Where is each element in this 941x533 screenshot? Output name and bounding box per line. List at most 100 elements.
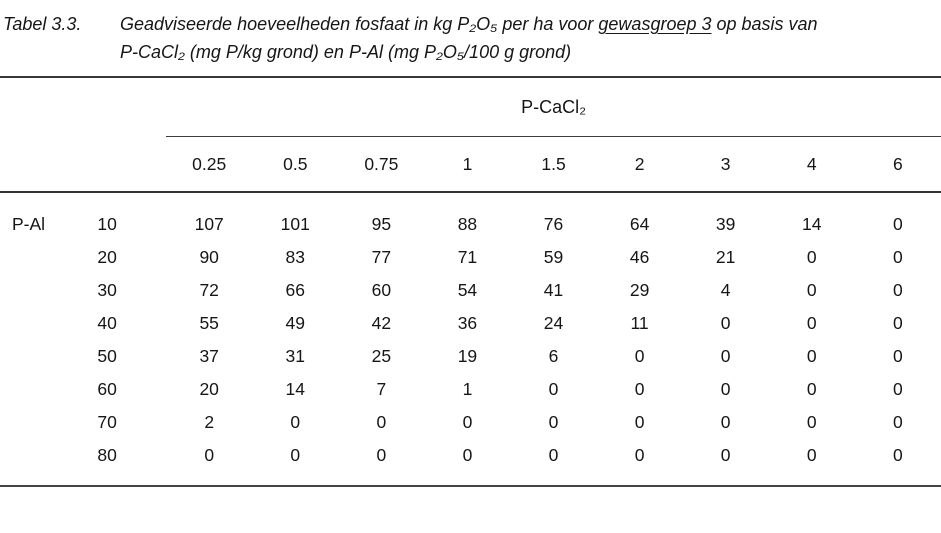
cell-value: 0 xyxy=(720,379,731,399)
cell-value: 90 xyxy=(199,247,219,267)
col-header-0.5: 0.5 xyxy=(252,136,339,193)
cell-value: 6 xyxy=(548,346,559,366)
cell-value: 0 xyxy=(893,214,903,234)
cell-value: 0 xyxy=(720,412,731,432)
cell-value: 0 xyxy=(768,439,855,487)
group-header-row: P-CaCl₂ xyxy=(0,77,941,137)
row-spacer xyxy=(146,307,166,340)
row-spacer xyxy=(146,439,167,487)
cell-value: 77 xyxy=(371,247,392,267)
row-header-30: 30 xyxy=(97,280,117,300)
cell-value: 0 xyxy=(893,412,903,432)
table-row: 50 37 31 25 19 6 0 0 0 0 xyxy=(0,340,941,373)
cell-value: 95 xyxy=(371,214,392,234)
cell-value: 4 xyxy=(720,280,731,300)
caption-line1-pre: Geadviseerde hoeveelheden fosfaat in kg … xyxy=(120,14,599,34)
cell-value: 14 xyxy=(285,379,305,399)
cell-value: 0 xyxy=(424,439,511,487)
cell-value: 0 xyxy=(338,439,425,487)
col-header-2: 2 xyxy=(596,136,683,193)
cell-value: 25 xyxy=(371,346,392,366)
cell-value: 83 xyxy=(285,247,305,267)
col-header-6: 6 xyxy=(854,136,941,193)
cell-value: 72 xyxy=(199,280,219,300)
cell-value: 39 xyxy=(715,214,736,234)
cell-value: 0 xyxy=(634,346,645,366)
row-header-40: 40 xyxy=(97,313,117,333)
cell-value: 0 xyxy=(893,247,903,267)
cell-value: 14 xyxy=(802,214,822,234)
cell-value: 66 xyxy=(285,280,305,300)
cell-value: 88 xyxy=(457,214,478,234)
cell-value: 37 xyxy=(199,346,219,366)
table-caption-text: Geadviseerde hoeveelheden fosfaat in kg … xyxy=(120,10,933,66)
cell-value: 0 xyxy=(806,313,817,333)
table-row: 20 90 83 77 71 59 46 21 0 0 xyxy=(0,241,941,274)
cell-value: 0 xyxy=(893,280,903,300)
cell-value: 1 xyxy=(462,379,473,399)
table-row: P-Al 10 107 101 95 88 76 64 39 14 0 xyxy=(0,192,941,241)
cell-value: 0 xyxy=(806,280,817,300)
cell-value: 20 xyxy=(199,379,219,399)
cell-value: 0 xyxy=(806,379,817,399)
cell-value: 7 xyxy=(376,379,387,399)
cell-value: 107 xyxy=(194,214,224,234)
cell-value: 42 xyxy=(371,313,392,333)
row-axis-spacer xyxy=(0,340,68,373)
col-header-0.75: 0.75 xyxy=(338,136,425,193)
cell-value: 0 xyxy=(806,247,817,267)
group-header-p-cacl2: P-CaCl₂ xyxy=(166,77,941,137)
row-spacer xyxy=(146,192,166,241)
row-spacer xyxy=(146,406,166,439)
col-header-1.5: 1.5 xyxy=(510,136,597,193)
cell-value: 54 xyxy=(457,280,478,300)
row-axis-spacer xyxy=(0,274,68,307)
table-body: P-Al 10 107 101 95 88 76 64 39 14 0 20 90 83 77 71 59 46 2… xyxy=(0,192,941,487)
caption-line2: P-CaCl₂ (mg P/kg grond) en P-Al (mg P₂O₅… xyxy=(120,42,572,62)
table-row: 40 55 49 42 36 24 11 0 0 0 xyxy=(0,307,941,340)
row-axis-label: P-Al xyxy=(12,214,46,234)
cell-value: 0 xyxy=(252,439,339,487)
caption-line1-post: op basis van xyxy=(711,14,818,34)
cell-value: 0 xyxy=(806,346,817,366)
cell-value: 64 xyxy=(629,214,650,234)
column-header-spacer xyxy=(0,136,167,193)
cell-value: 0 xyxy=(290,412,301,432)
fertilizer-advice-table: P-CaCl₂ 0.25 0.5 0.75 1 1.5 2 3 4 6 P-Al 10 107 101… xyxy=(0,76,941,487)
row-header-10: 10 xyxy=(97,214,117,234)
cell-value: 0 xyxy=(548,412,559,432)
cell-value: 0 xyxy=(893,346,903,366)
cell-value: 59 xyxy=(543,247,564,267)
cell-value: 46 xyxy=(629,247,650,267)
cell-value: 0 xyxy=(893,379,903,399)
cell-value: 0 xyxy=(720,313,731,333)
row-axis-spacer xyxy=(0,439,69,487)
row-spacer xyxy=(146,340,166,373)
table-row: 80 0 0 0 0 0 0 0 0 0 xyxy=(0,439,941,487)
table-row: 70 2 0 0 0 0 0 0 0 0 xyxy=(0,406,941,439)
row-header-70: 70 xyxy=(97,412,117,432)
cell-value: 101 xyxy=(280,214,310,234)
cell-value: 60 xyxy=(371,280,392,300)
cell-value: 71 xyxy=(457,247,478,267)
row-header-80: 80 xyxy=(68,439,147,487)
row-header-50: 50 xyxy=(97,346,117,366)
cell-value: 0 xyxy=(596,439,683,487)
cell-value: 31 xyxy=(285,346,305,366)
row-header-20: 20 xyxy=(97,247,117,267)
column-header-row: 0.25 0.5 0.75 1 1.5 2 3 4 6 xyxy=(0,136,941,193)
cell-value: 36 xyxy=(457,313,478,333)
cell-value: 19 xyxy=(457,346,478,366)
row-header-60: 60 xyxy=(97,379,117,399)
table-caption-number: Tabel 3.3. xyxy=(3,14,82,34)
cell-value: 0 xyxy=(166,439,253,487)
cell-value: 0 xyxy=(634,379,645,399)
row-axis-spacer xyxy=(0,373,68,406)
col-header-1: 1 xyxy=(424,136,511,193)
table-row: 30 72 66 60 54 41 29 4 0 0 xyxy=(0,274,941,307)
row-spacer xyxy=(146,274,166,307)
cell-value: 0 xyxy=(376,412,387,432)
cell-value: 0 xyxy=(510,439,597,487)
cell-value: 55 xyxy=(199,313,219,333)
cell-value: 49 xyxy=(285,313,305,333)
